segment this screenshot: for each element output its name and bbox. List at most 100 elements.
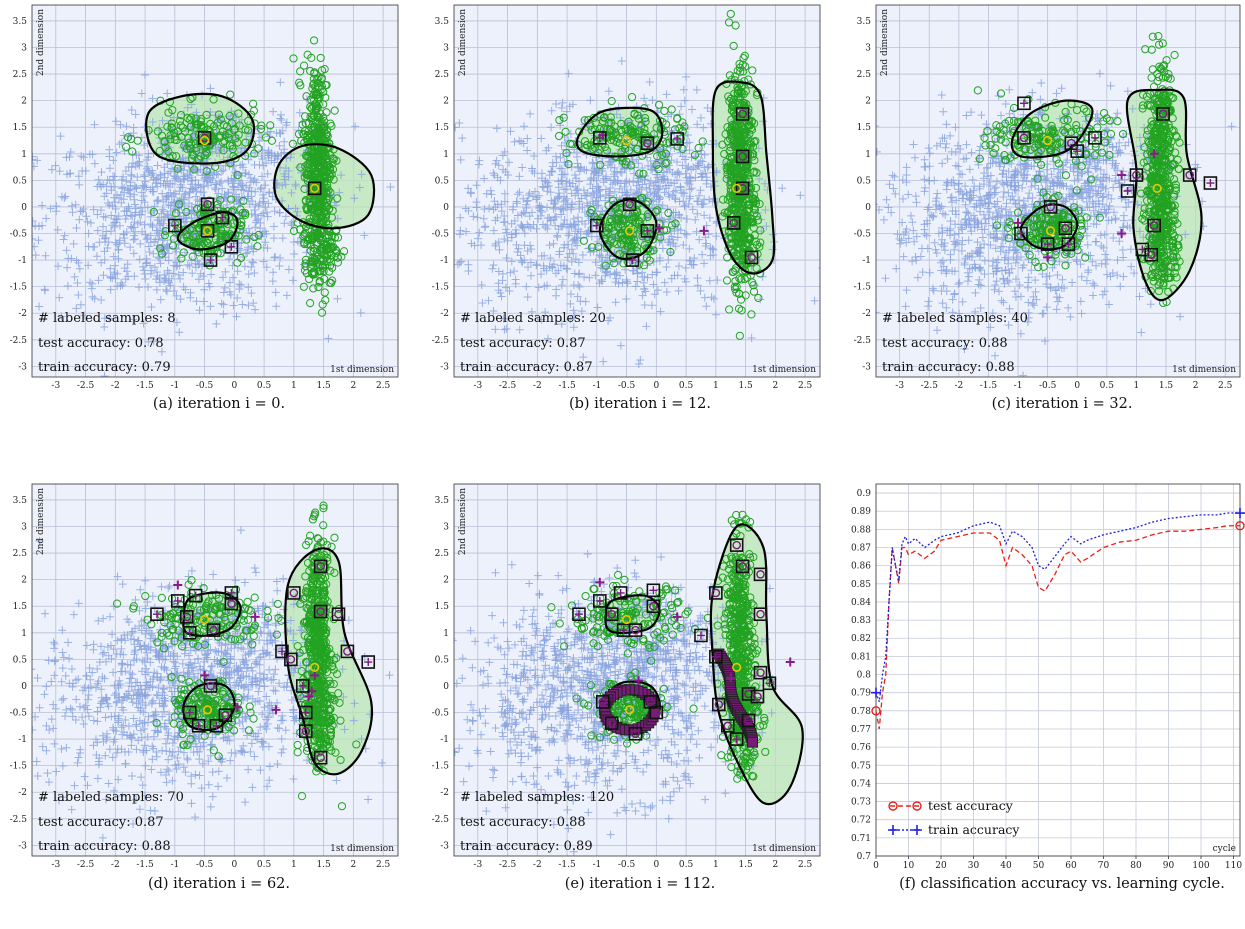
cross-point xyxy=(114,254,123,263)
cross-point xyxy=(810,296,819,305)
circle-point xyxy=(321,296,330,305)
labeled-cross xyxy=(227,242,236,251)
cross-point xyxy=(72,304,81,313)
circle-point xyxy=(333,258,342,267)
cross-point xyxy=(571,191,580,200)
cross-point xyxy=(93,226,102,235)
cross-point xyxy=(658,201,667,210)
circle-point xyxy=(156,244,165,253)
cross-point xyxy=(251,218,260,227)
cross-point xyxy=(495,245,504,254)
circle-point xyxy=(637,193,647,202)
cross-point xyxy=(586,175,595,184)
cross-point xyxy=(570,311,579,320)
circle-point xyxy=(313,104,322,113)
circle-point xyxy=(188,232,197,241)
cross-point xyxy=(74,172,83,181)
cross-point xyxy=(510,267,519,276)
cross-point xyxy=(467,189,476,198)
cross-point xyxy=(63,263,72,272)
circle-point xyxy=(309,147,319,156)
cross-point xyxy=(256,185,265,194)
cross-point xyxy=(640,301,649,310)
labeled-square xyxy=(670,132,684,146)
circle-point xyxy=(187,113,196,122)
cross-point xyxy=(634,359,643,368)
cross-point xyxy=(130,195,139,204)
cross-point xyxy=(199,182,208,191)
cross-point xyxy=(548,167,557,176)
cross-point xyxy=(634,187,643,196)
cross-point xyxy=(560,132,569,141)
cross-point xyxy=(643,273,652,282)
cross-point xyxy=(69,239,78,248)
circle-point xyxy=(317,127,326,136)
circle-point xyxy=(133,136,142,145)
circle-point xyxy=(311,167,320,176)
circle-point xyxy=(296,225,305,234)
circle-point xyxy=(751,183,761,193)
cross-point xyxy=(239,252,248,261)
cross-point xyxy=(132,401,140,409)
circle-point xyxy=(242,235,251,244)
circle-point xyxy=(267,136,277,145)
cross-point xyxy=(237,180,246,189)
test-accuracy-text: test accuracy: 0.87 xyxy=(460,336,586,351)
panel-a: -3 -2.5 -2 -1.5 -1 -0.5 0 0.5 1 1.5 2 2.5-3-2.5-2-1… xyxy=(10,4,399,412)
circle-point xyxy=(659,226,669,235)
cross-point xyxy=(497,207,506,216)
x-tick-label: -2 xyxy=(533,381,542,391)
cross-point xyxy=(520,256,529,265)
y-tick-label: 2 xyxy=(21,97,27,107)
cross-point xyxy=(566,315,575,324)
cross-point xyxy=(141,274,150,283)
circle-point xyxy=(612,130,621,140)
cross-point xyxy=(577,307,586,316)
cross-point xyxy=(1077,309,1086,318)
train-accuracy-text: train accuracy: 0.87 xyxy=(460,360,593,375)
labeled-sample xyxy=(203,253,218,267)
cross-point xyxy=(756,295,765,304)
labeled-square xyxy=(593,131,607,145)
cross-point xyxy=(557,141,566,150)
cross-point xyxy=(683,131,692,139)
cross-point xyxy=(1041,336,1049,345)
cross-point xyxy=(646,157,655,166)
cross-point xyxy=(521,209,530,218)
cross-point xyxy=(541,308,550,317)
y-tick-label: -3 xyxy=(862,362,871,372)
cross-point xyxy=(148,223,157,232)
cross-point xyxy=(492,156,501,165)
cross-point xyxy=(135,210,144,219)
y-tick-label: -1.5 xyxy=(432,283,450,293)
cross-point xyxy=(582,191,591,200)
cross-point xyxy=(117,138,126,147)
cross-point xyxy=(248,257,257,266)
plot-area xyxy=(32,36,395,409)
cross-point xyxy=(1083,240,1092,249)
circle-point xyxy=(314,282,323,292)
panel-caption: (b) iteration i = 12. xyxy=(569,396,711,412)
circle-point xyxy=(665,138,674,147)
circle-point xyxy=(319,134,328,143)
cross-point xyxy=(133,172,142,181)
cross-point xyxy=(623,279,632,288)
cross-point xyxy=(501,225,510,234)
cross-point xyxy=(472,203,481,212)
cross-point xyxy=(66,169,75,178)
y-tick-label: 3.5 xyxy=(435,17,450,27)
cross-point xyxy=(551,212,560,221)
cross-point xyxy=(701,233,710,242)
cross-point xyxy=(612,268,621,277)
cross-point xyxy=(937,266,946,275)
labeled-cross xyxy=(643,226,652,235)
cross-point xyxy=(543,281,552,290)
cross-point xyxy=(520,241,529,250)
circle-point xyxy=(192,146,201,155)
cross-point xyxy=(484,296,493,305)
circle-point xyxy=(617,119,626,128)
cross-point xyxy=(662,262,671,271)
cross-point xyxy=(649,197,658,206)
circle-point xyxy=(746,184,756,193)
circle-point xyxy=(202,147,211,156)
